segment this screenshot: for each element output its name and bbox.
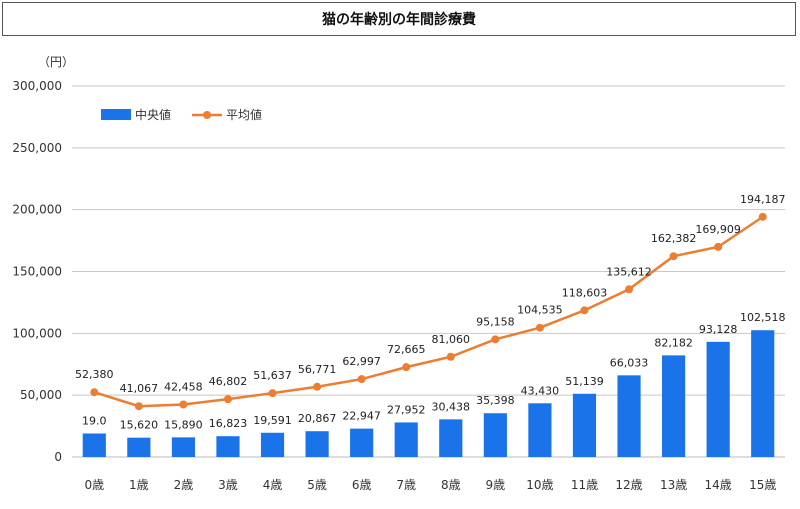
bar-value-label: 35,398 xyxy=(476,394,515,407)
x-tick-label: 15歳 xyxy=(749,478,776,492)
bar-value-label: 15,620 xyxy=(120,419,159,432)
x-tick-label: 13歳 xyxy=(660,478,687,492)
x-tick-label: 12歳 xyxy=(615,478,642,492)
line-value-label: 62,997 xyxy=(342,355,381,368)
bar-value-label: 93,128 xyxy=(699,323,738,336)
x-tick-label: 10歳 xyxy=(526,478,553,492)
line-point xyxy=(669,252,678,261)
line-value-label: 56,771 xyxy=(298,363,337,376)
bar-value-label: 22,947 xyxy=(342,410,381,423)
x-tick-label: 8歳 xyxy=(441,478,461,492)
y-tick-label: 100,000 xyxy=(12,326,62,340)
line-value-label: 51,637 xyxy=(253,369,292,382)
line-value-label: 81,060 xyxy=(432,333,471,346)
x-tick-label: 11歳 xyxy=(571,478,598,492)
bar xyxy=(305,431,329,457)
y-tick-label: 150,000 xyxy=(12,265,62,279)
bar-value-label: 19.0 xyxy=(82,415,107,428)
line-value-label: 46,802 xyxy=(209,375,248,388)
line-point xyxy=(625,285,634,294)
line-point xyxy=(758,212,767,221)
bar-value-label: 102,518 xyxy=(740,311,786,324)
chart-title: 猫の年齢別の年間診療費 xyxy=(2,2,796,36)
bar-value-label: 43,430 xyxy=(521,384,560,397)
x-tick-label: 14歳 xyxy=(705,478,732,492)
bar xyxy=(216,436,240,457)
x-tick-label: 3歳 xyxy=(218,478,238,492)
line-point xyxy=(223,395,232,404)
line-point xyxy=(446,352,455,361)
y-tick-label: 50,000 xyxy=(20,388,62,402)
line-point xyxy=(179,400,188,409)
line-point xyxy=(535,323,544,332)
bar-value-label: 30,438 xyxy=(432,400,471,413)
bar-value-label: 19,591 xyxy=(253,414,292,427)
bar-value-label: 51,139 xyxy=(565,375,604,388)
y-tick-label: 250,000 xyxy=(12,141,62,155)
x-tick-label: 7歳 xyxy=(396,478,416,492)
bar xyxy=(572,393,597,457)
line-value-label: 135,612 xyxy=(606,265,652,278)
line-value-label: 169,909 xyxy=(695,223,741,236)
line-point xyxy=(580,306,589,315)
line-point xyxy=(491,335,500,344)
bar xyxy=(483,413,507,457)
line-point xyxy=(268,389,277,398)
bar xyxy=(751,330,775,457)
legend-line-label: 平均値 xyxy=(226,107,262,122)
x-tick-label: 2歳 xyxy=(174,478,194,492)
x-tick-label: 9歳 xyxy=(486,478,506,492)
bar xyxy=(127,437,151,457)
x-tick-label: 1歳 xyxy=(129,478,149,492)
line-value-label: 95,158 xyxy=(476,315,515,328)
line-value-label: 194,187 xyxy=(740,193,786,206)
bar xyxy=(706,341,730,457)
line-value-label: 118,603 xyxy=(562,286,608,299)
x-tick-label: 5歳 xyxy=(307,478,327,492)
x-tick-label: 4歳 xyxy=(263,478,283,492)
x-tick-label: 0歳 xyxy=(84,478,104,492)
bar-value-label: 27,952 xyxy=(387,403,426,416)
bar-value-label: 15,890 xyxy=(164,418,203,431)
bar xyxy=(260,432,285,457)
x-tick-label: 6歳 xyxy=(352,478,372,492)
bar xyxy=(439,419,463,457)
line-value-label: 42,458 xyxy=(164,380,203,393)
line-point xyxy=(134,402,143,411)
line-point xyxy=(357,375,366,384)
line-point xyxy=(714,242,723,251)
average-line xyxy=(93,215,764,408)
line-value-label: 41,067 xyxy=(120,382,159,395)
legend-line-marker xyxy=(203,111,211,119)
bar xyxy=(662,355,686,457)
y-tick-label: 200,000 xyxy=(12,203,62,217)
bar-value-label: 20,867 xyxy=(298,412,337,425)
line-value-label: 72,665 xyxy=(387,343,426,356)
legend-bar-swatch xyxy=(101,109,131,120)
line-point xyxy=(313,382,322,391)
bar xyxy=(528,403,552,457)
y-tick-label: 0 xyxy=(54,450,62,464)
bar xyxy=(171,437,195,457)
line-value-label: 104,535 xyxy=(517,304,563,317)
bar-value-label: 16,823 xyxy=(209,417,248,430)
bar xyxy=(82,433,106,457)
line-point xyxy=(90,388,99,397)
line-value-label: 52,380 xyxy=(75,368,114,381)
bar xyxy=(394,422,418,457)
bar xyxy=(350,428,374,457)
y-tick-label: 300,000 xyxy=(12,79,62,93)
bar-value-label: 66,033 xyxy=(610,356,649,369)
bar xyxy=(617,375,641,457)
line-point xyxy=(402,363,411,372)
y-axis-unit-label: （円） xyxy=(38,55,74,69)
legend-bar-label: 中央値 xyxy=(135,107,171,122)
bar-value-label: 82,182 xyxy=(654,336,693,349)
line-value-label: 162,382 xyxy=(651,232,697,245)
